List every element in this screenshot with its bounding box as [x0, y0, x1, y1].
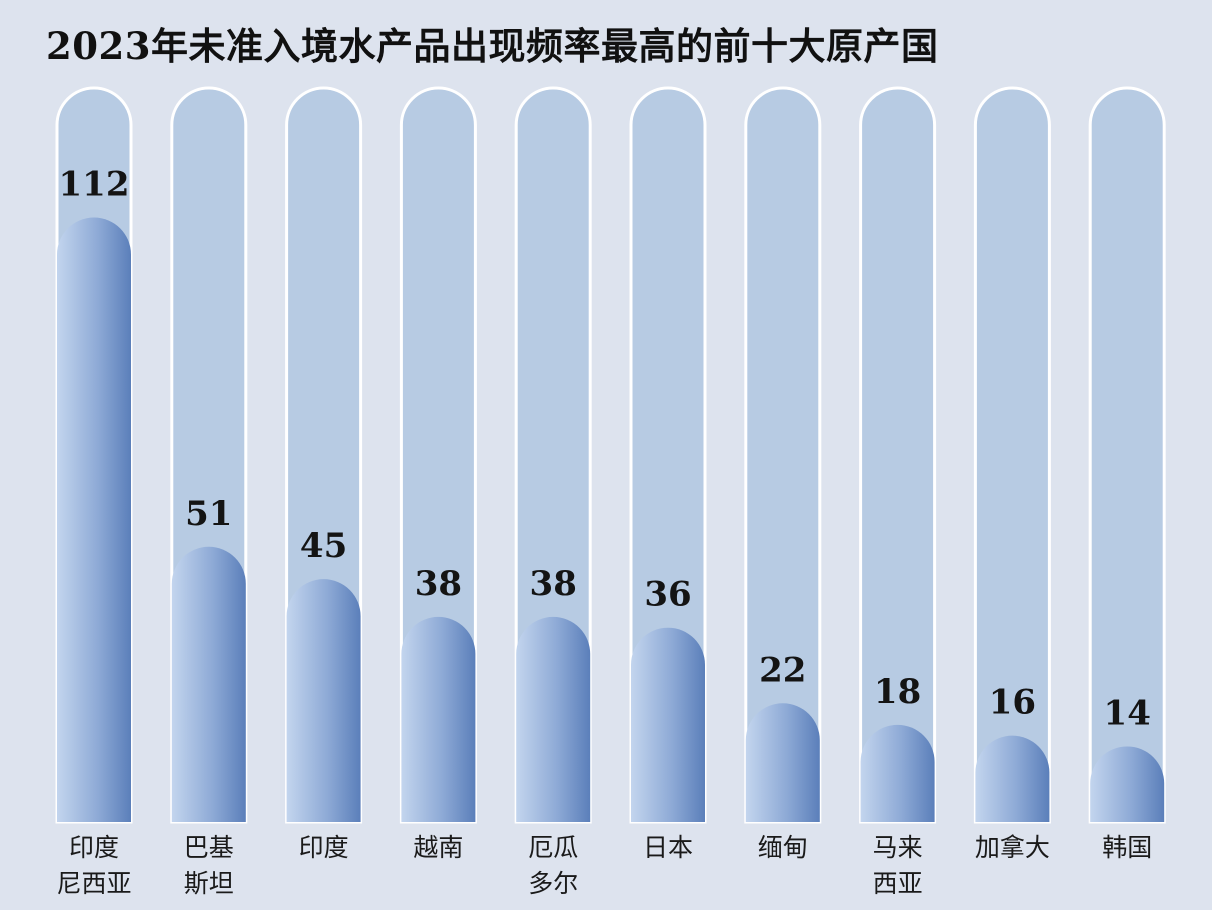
value-labels: 112 51 45 38 38 36 22 18 16 14: [59, 165, 1151, 734]
data-label: 16: [989, 683, 1036, 723]
category-label: 多尔: [528, 869, 578, 898]
category-label: 韩国: [1102, 833, 1152, 862]
bar-track: [859, 86, 937, 824]
chart-title: 2023年未准入境水产品出现频率最高的前十大原产国: [46, 24, 939, 68]
bar: [631, 627, 705, 822]
category-label: 越南: [413, 833, 463, 862]
category-label: 加拿大: [975, 833, 1050, 862]
category-label: 厄瓜: [528, 833, 578, 862]
data-label: 45: [300, 526, 347, 566]
category-label: 马来: [873, 833, 923, 862]
data-label: 36: [644, 575, 691, 615]
category-label: 尼西亚: [56, 869, 131, 898]
bar: [975, 735, 1050, 822]
bar: [171, 546, 246, 822]
category-label: 巴基: [184, 833, 234, 862]
data-label: 18: [874, 672, 921, 712]
data-label: 112: [59, 165, 130, 205]
category-label: 印度: [69, 833, 119, 862]
bars: [57, 217, 1165, 823]
category-label: 缅甸: [758, 833, 808, 862]
bar: [286, 579, 361, 822]
bar: [516, 616, 591, 822]
bar: [860, 724, 935, 822]
data-label: 38: [415, 564, 462, 604]
data-label: 22: [759, 650, 806, 690]
bar: [57, 217, 131, 823]
bar: [745, 703, 820, 822]
data-label: 51: [185, 494, 232, 534]
bar-track: [973, 86, 1051, 824]
data-label: 14: [1104, 693, 1151, 733]
category-label: 西亚: [873, 869, 923, 898]
category-label: 日本: [643, 833, 693, 862]
category-label: 印度: [299, 833, 349, 862]
bar: [401, 616, 476, 822]
bar-track: [1088, 86, 1166, 824]
category-label: 斯坦: [184, 869, 234, 898]
bar-track: [744, 86, 822, 824]
data-label: 38: [530, 564, 577, 604]
bar: [1090, 746, 1165, 822]
